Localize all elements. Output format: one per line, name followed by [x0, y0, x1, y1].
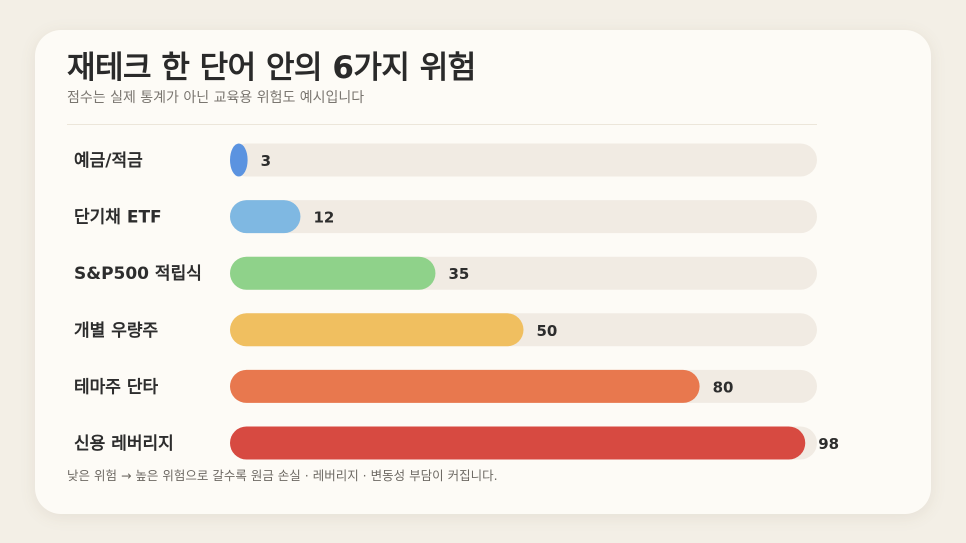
category-label: 개별 우량주	[74, 321, 158, 341]
bar	[230, 256, 436, 290]
category-label: 신용 레버리지	[74, 434, 174, 454]
bar-row: 신용 레버리지 98	[74, 426, 839, 460]
category-label: S&P500 적립식	[74, 264, 202, 284]
value-label: 50	[537, 322, 558, 340]
bar-track	[230, 200, 817, 234]
bar-row: S&P500 적립식 35	[74, 256, 817, 290]
bar	[230, 426, 806, 460]
bar-row: 테마주 단타 80	[74, 369, 817, 403]
bar-row: 단기채 ETF 12	[74, 200, 817, 234]
value-label: 80	[713, 378, 734, 396]
value-label: 35	[448, 265, 469, 283]
chart-title: 재테크 한 단어 안의 6가지 위험	[67, 50, 476, 86]
chart-subtitle: 점수는 실제 통계가 아닌 교육용 위험도 예시입니다	[67, 90, 365, 106]
bar	[230, 200, 301, 234]
chart-footnote: 낮은 위험 → 높은 위험으로 갈수록 원금 손실 · 레버리지 · 변동성 부…	[67, 468, 498, 483]
bar	[230, 369, 700, 403]
bar-track	[230, 143, 817, 177]
bar-row: 개별 우량주 50	[74, 313, 817, 347]
category-label: 테마주 단타	[74, 377, 158, 397]
value-label: 12	[313, 209, 334, 227]
bar	[230, 143, 248, 177]
value-label: 98	[818, 435, 839, 453]
category-label: 예금/적금	[74, 151, 143, 171]
bar	[230, 313, 524, 347]
divider	[67, 124, 817, 125]
value-label: 3	[261, 152, 271, 170]
bar-row: 예금/적금 3	[74, 143, 817, 177]
category-label: 단기채 ETF	[74, 208, 162, 228]
